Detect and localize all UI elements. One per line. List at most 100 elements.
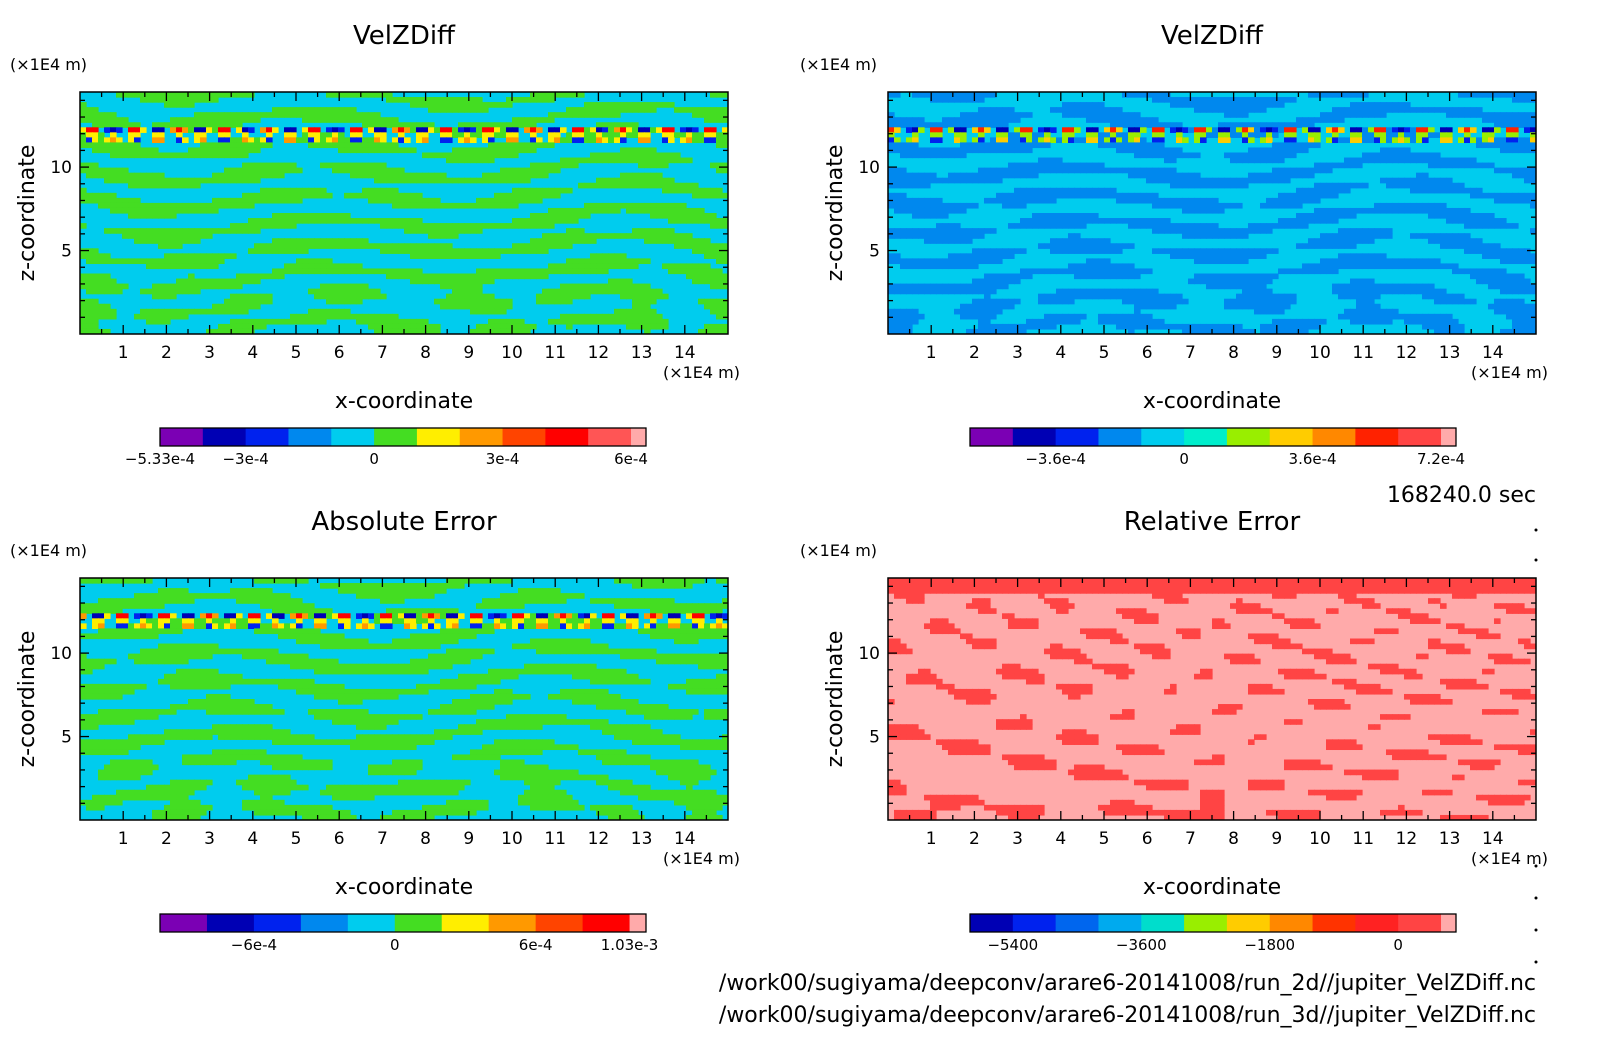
field-cell: [680, 157, 687, 164]
colorbar-label: −5.33e-4: [125, 450, 195, 468]
field-cell: [134, 228, 141, 234]
field-cell: [1080, 223, 1087, 229]
field-cell: [104, 177, 111, 184]
field-cell: [1008, 248, 1015, 254]
field-cell: [476, 323, 483, 330]
field-cell: [248, 197, 255, 204]
field-cell: [80, 308, 87, 315]
field-cell: [722, 142, 728, 149]
field-cell: [488, 172, 495, 179]
field-cell: [960, 152, 967, 159]
field-cell: [320, 288, 327, 295]
field-cell: [996, 142, 1003, 149]
field-cell: [104, 112, 111, 118]
field-cell: [326, 288, 333, 295]
field-cell: [1434, 152, 1441, 159]
field-cell: [488, 147, 495, 154]
field-cell: [704, 248, 711, 254]
x-tick-label: 7: [377, 343, 388, 363]
field-cell: [1470, 92, 1477, 98]
field-cell: [440, 278, 447, 285]
field-cell: [188, 263, 195, 270]
field-cell: [996, 248, 1003, 254]
field-cell: [302, 107, 309, 113]
field-cell: [1068, 288, 1075, 295]
field-cell: [602, 157, 609, 164]
field-cell: [254, 192, 261, 199]
field-cell: [110, 167, 117, 174]
field-cell: [482, 137, 489, 144]
field-cell: [158, 182, 165, 189]
field-cell: [1482, 92, 1489, 98]
field-cell: [212, 258, 219, 265]
field-cell: [1320, 243, 1327, 249]
field-cell: [308, 243, 315, 249]
field-cell: [1272, 142, 1279, 149]
field-cell: [1416, 233, 1423, 239]
field-cell: [356, 92, 363, 98]
field-cell: [116, 197, 123, 204]
field-cell: [350, 147, 357, 154]
field-cell: [1356, 102, 1363, 108]
field-cell: [1278, 97, 1285, 103]
field-cell: [1074, 218, 1081, 224]
field-cell: [122, 202, 129, 209]
field-cell: [332, 213, 339, 219]
field-cell: [212, 283, 219, 290]
field-cell: [1080, 273, 1087, 280]
field-cell: [542, 248, 549, 254]
field-cell: [704, 263, 711, 270]
field-cell: [1374, 228, 1381, 234]
field-cell: [236, 223, 243, 229]
field-cell: [972, 263, 979, 270]
field-cell: [656, 318, 663, 325]
field-cell: [122, 142, 129, 149]
field-cell: [978, 117, 985, 123]
field-cell: [1326, 268, 1333, 275]
field-cell: [1356, 253, 1363, 259]
field-cell: [488, 102, 495, 108]
field-cell: [584, 268, 591, 275]
field-cell: [1458, 293, 1465, 300]
field-cell: [1074, 187, 1081, 194]
x-tick-label: 9: [463, 343, 474, 363]
field-cell: [918, 228, 925, 234]
field-cell: [248, 117, 255, 123]
field-cell: [1314, 167, 1321, 174]
field-cell: [1272, 248, 1279, 254]
field-cell: [584, 313, 591, 320]
field-cell: [416, 172, 423, 179]
field-cell: [644, 228, 651, 234]
field-cell: [1434, 323, 1441, 330]
field-cell: [380, 172, 387, 179]
field-cell: [404, 172, 411, 179]
field-cell: [1398, 107, 1405, 113]
field-cell: [1260, 293, 1267, 300]
field-cell: [548, 167, 555, 174]
field-cell: [152, 132, 159, 138]
field-cell: [1500, 167, 1507, 174]
field-cell: [290, 132, 297, 138]
field-cell: [936, 283, 943, 290]
field-cell: [1350, 137, 1357, 144]
field-cell: [1272, 328, 1279, 334]
field-cell: [134, 147, 141, 154]
field-cell: [590, 318, 597, 325]
field-cell: [942, 117, 949, 123]
field-cell: [590, 258, 597, 265]
field-cell: [446, 177, 453, 184]
field-cell: [1188, 127, 1195, 133]
field-cell: [1182, 152, 1189, 159]
field-cell: [1200, 197, 1207, 204]
field-cell: [1194, 223, 1201, 229]
field-cell: [566, 318, 573, 325]
field-cell: [416, 197, 423, 204]
field-cell: [1500, 303, 1507, 310]
field-cell: [590, 202, 597, 209]
field-cell: [422, 278, 429, 285]
field-cell: [1290, 293, 1297, 300]
field-cell: [1236, 177, 1243, 184]
field-cell: [1440, 182, 1447, 189]
field-cell: [1200, 177, 1207, 184]
field-cell: [482, 202, 489, 209]
